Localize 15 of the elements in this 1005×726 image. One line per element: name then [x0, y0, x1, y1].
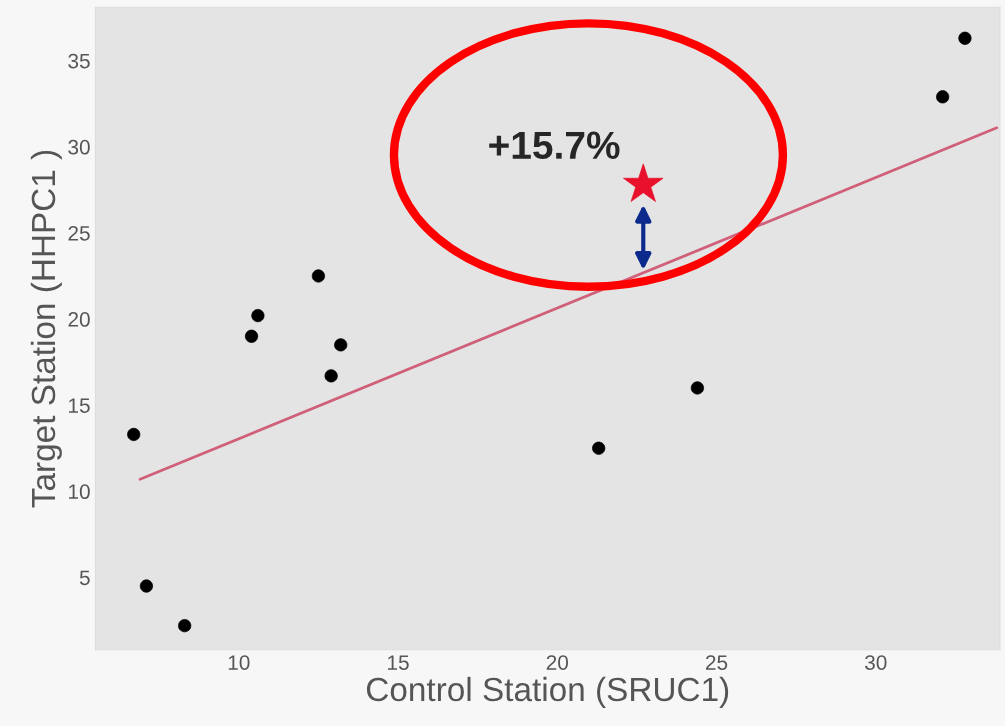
y-tick-label: 35 [68, 53, 90, 69]
y-tick-label: 10 [69, 484, 90, 500]
x-tick-label: 10 [228, 655, 250, 670]
y-tick-label: 30 [68, 139, 90, 155]
y-tick-label: 15 [69, 398, 90, 413]
x-tick-label: 30 [864, 655, 887, 670]
y-tick-label: 20 [68, 312, 90, 327]
x-axis-title: Control Station (SRUC1) [366, 676, 729, 708]
y-tick-label: 25 [68, 225, 90, 241]
annotation: +15.7% [489, 131, 620, 160]
x-tick-label: 25 [705, 655, 728, 670]
y-tick-label: 5 [79, 570, 90, 586]
y-axis-title: Target Station (HHPC1 ) [30, 150, 62, 508]
x-tick-label: 15 [388, 655, 409, 670]
x-tick-label: 20 [546, 655, 569, 670]
